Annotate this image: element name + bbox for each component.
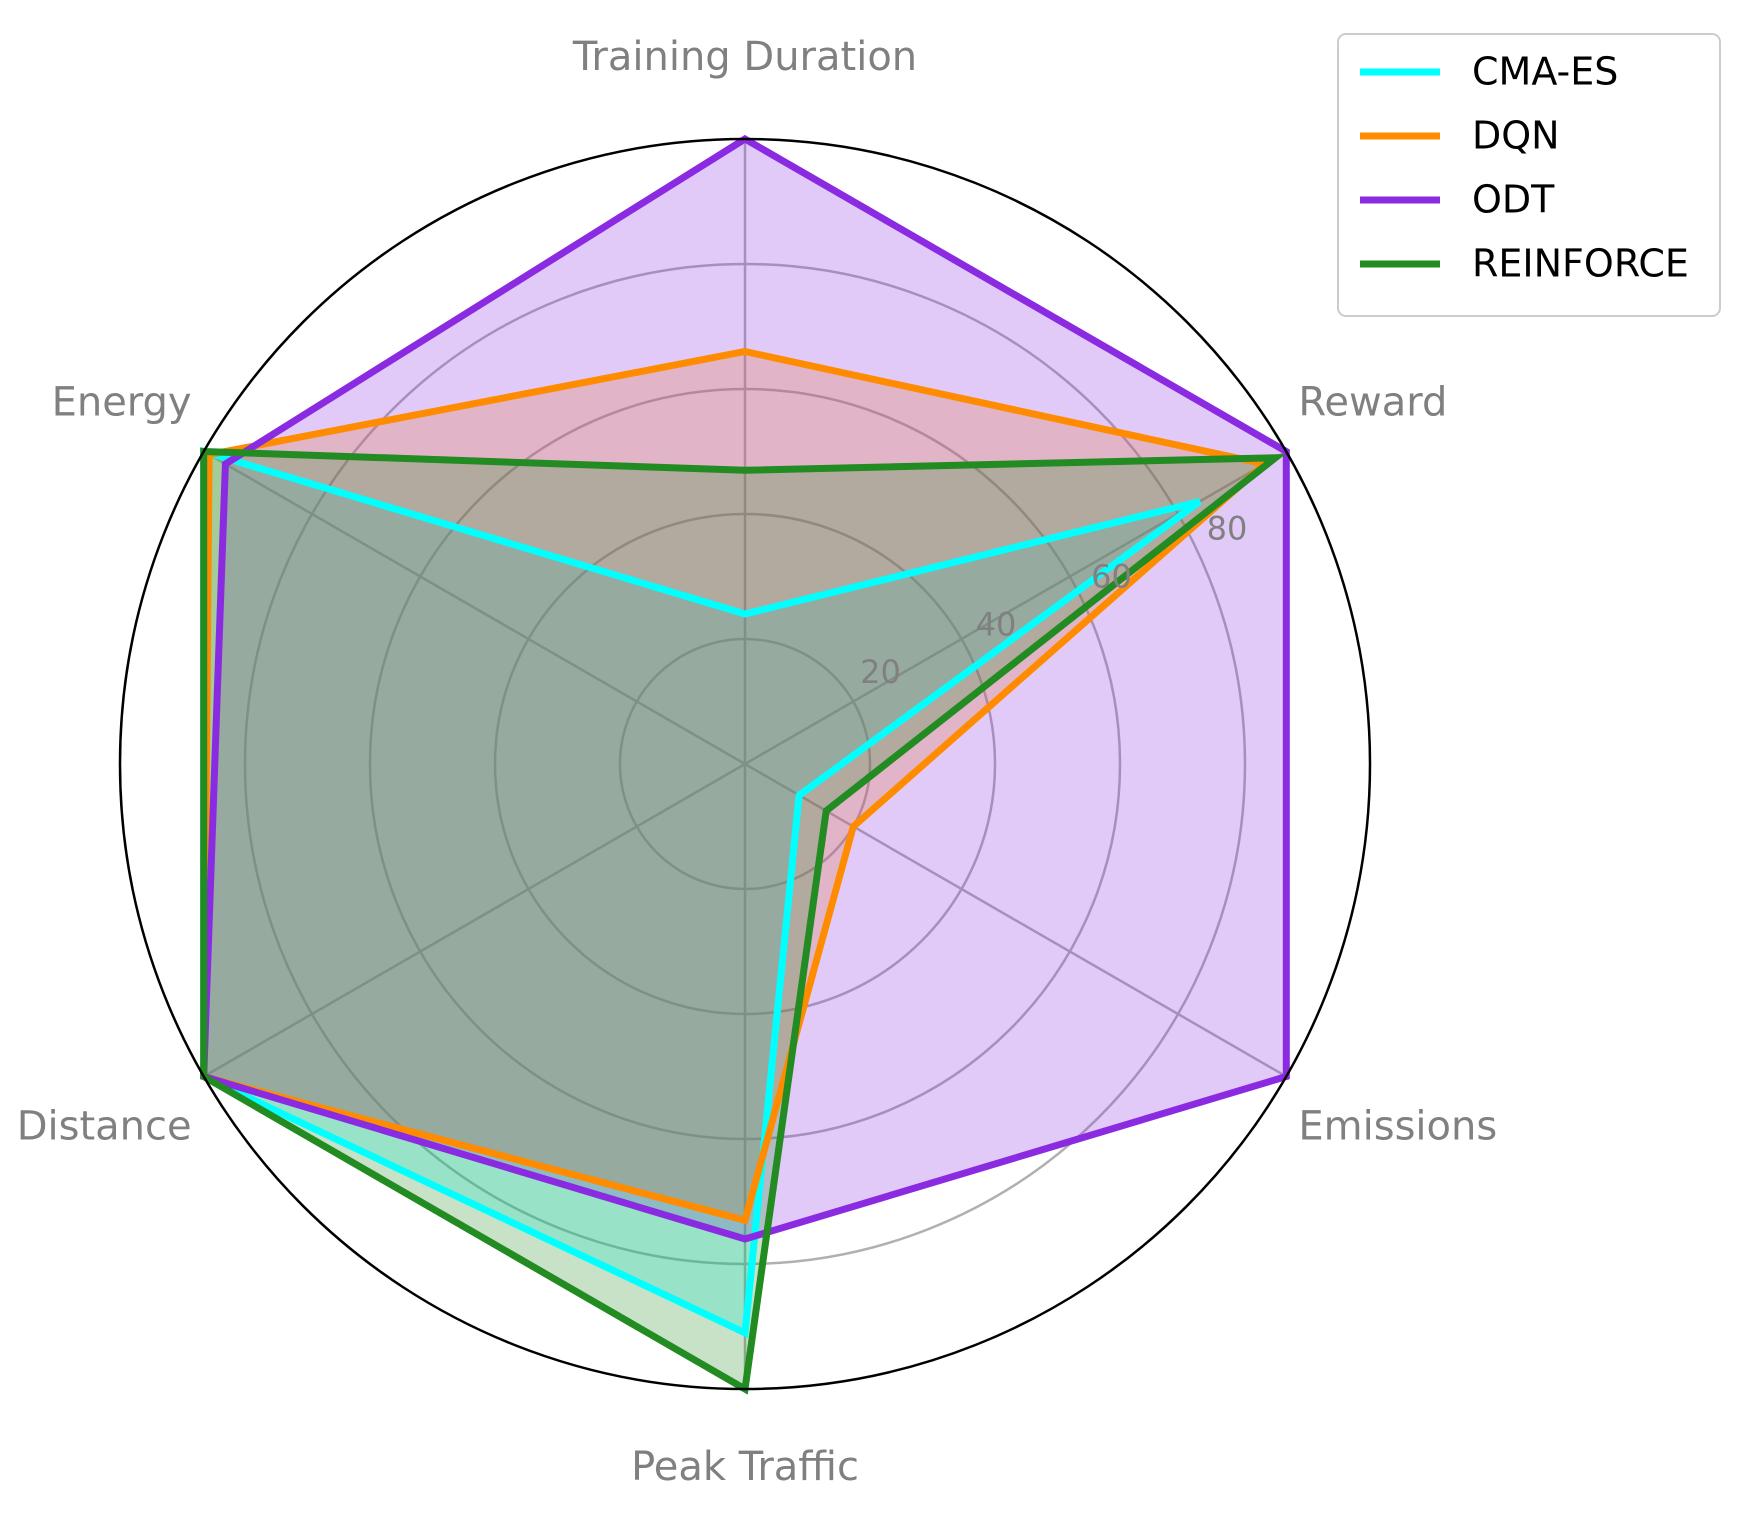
axis-label: Distance	[17, 1104, 192, 1150]
legend-entry: CMA-ES	[1472, 50, 1618, 94]
radial-spoke	[203, 762, 746, 1078]
axis-label: Reward	[1298, 380, 1447, 426]
legend-entry: REINFORCE	[1472, 242, 1689, 286]
legend-box	[1337, 33, 1721, 317]
series-fill-odt	[203, 139, 1287, 1239]
series-fills	[203, 139, 1287, 1389]
radial-spoke	[203, 450, 746, 766]
radial-tick-label: 40	[976, 605, 1017, 643]
grid-circle	[493, 512, 997, 1016]
polar-frame	[118, 137, 1372, 1391]
axis-label: Energy	[52, 380, 192, 426]
radial-spoke	[744, 762, 1287, 1078]
grid	[203, 139, 1287, 1389]
radial-tick-labels: 20 40 60 80	[860, 510, 1247, 692]
radial-tick-label: 20	[860, 653, 901, 691]
legend-entry: ODT	[1472, 178, 1555, 222]
legend-entry: DQN	[1472, 114, 1560, 158]
axis-label: Peak Traffic	[631, 1444, 859, 1490]
radial-tick-label: 60	[1091, 557, 1132, 595]
outer-frame	[118, 137, 1372, 1391]
axis-label: Training Duration	[572, 34, 917, 80]
grid-circle	[368, 387, 1122, 1141]
legend: CMA-ES DQN ODT REINFORCE	[1337, 33, 1721, 317]
grid-circle	[618, 637, 872, 891]
radial-tick-label: 80	[1207, 510, 1248, 548]
axis-labels: Training Duration Reward Emissions Peak Tra…	[17, 34, 1497, 1490]
series-fill-dqn	[203, 351, 1265, 1221]
series-fill-cma-es	[203, 451, 1200, 1333]
grid-circle	[243, 262, 1247, 1266]
axis-label: Emissions	[1298, 1104, 1497, 1150]
